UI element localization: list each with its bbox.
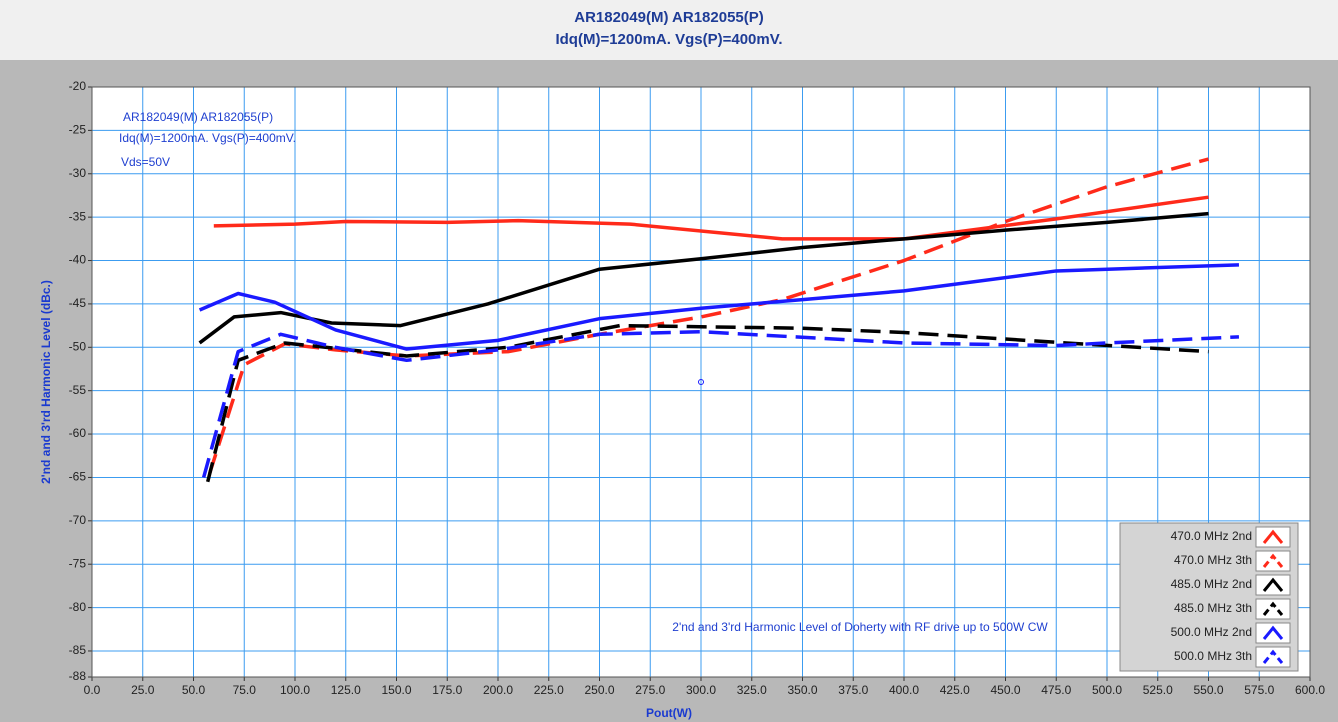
y-tick-label: -40	[69, 253, 87, 267]
legend-label: 470.0 MHz 3th	[1174, 553, 1252, 567]
y-tick-label: -35	[69, 209, 87, 223]
x-tick-label: 300.0	[686, 683, 716, 697]
series-line	[206, 323, 1209, 483]
x-tick-label: 25.0	[131, 683, 155, 697]
legend-label: 500.0 MHz 3th	[1174, 649, 1252, 663]
x-tick-label: 275.0	[635, 683, 665, 697]
x-tick-label: 425.0	[940, 683, 970, 697]
x-tick-label: 75.0	[233, 683, 257, 697]
x-tick-label: 125.0	[331, 683, 361, 697]
x-tick-label: 475.0	[1041, 683, 1071, 697]
x-tick-label: 100.0	[280, 683, 310, 697]
legend-icon	[1262, 577, 1284, 592]
legend-label: 485.0 MHz 2nd	[1171, 577, 1252, 591]
legend-label: 485.0 MHz 3th	[1174, 601, 1252, 615]
x-tick-label: 400.0	[889, 683, 919, 697]
legend-icon	[1262, 553, 1284, 568]
annotation: 2'nd and 3'rd Harmonic Level of Doherty …	[672, 620, 1048, 634]
x-tick-label: 50.0	[182, 683, 206, 697]
plot-border	[91, 86, 1311, 678]
title-bar	[0, 0, 1338, 60]
legend-label: 500.0 MHz 2nd	[1171, 625, 1252, 639]
x-tick-label: 500.0	[1092, 683, 1122, 697]
legend-box	[1119, 522, 1299, 672]
x-tick-label: 350.0	[787, 683, 817, 697]
legend-label: 470.0 MHz 2nd	[1171, 529, 1252, 543]
y-tick-label: -55	[69, 383, 87, 397]
y-tick-label: -50	[69, 339, 87, 353]
series-line	[213, 195, 1209, 241]
y-tick-label: -60	[69, 426, 87, 440]
x-tick-label: 150.0	[381, 683, 411, 697]
legend-icon	[1262, 601, 1284, 616]
series-line	[198, 263, 1240, 351]
y-tick-label: -25	[69, 123, 87, 137]
y-tick-label: -70	[69, 513, 87, 527]
x-tick-label: 575.0	[1244, 683, 1274, 697]
y-axis-label: 2'nd and 3'rd Harmonic Level (dBc.)	[39, 280, 53, 484]
legend-icon	[1262, 625, 1284, 640]
y-tick-label: -85	[69, 643, 87, 657]
x-tick-label: 250.0	[584, 683, 614, 697]
x-tick-label: 550.0	[1193, 683, 1223, 697]
annotation: Idq(M)=1200mA. Vgs(P)=400mV.	[119, 131, 296, 145]
y-tick-label: -80	[69, 600, 87, 614]
x-tick-label: 325.0	[737, 683, 767, 697]
series-line	[201, 329, 1240, 478]
annotation: Vds=50V	[121, 155, 170, 169]
y-tick-label: -75	[69, 556, 87, 570]
x-tick-label: 600.0	[1295, 683, 1325, 697]
legend-icon	[1262, 529, 1284, 544]
x-tick-label: 0.0	[84, 683, 101, 697]
series-line	[198, 211, 1209, 345]
legend-icon	[1262, 649, 1284, 664]
annotation: AR182049(M) AR182055(P)	[123, 110, 273, 124]
chart-subtitle: Idq(M)=1200mA. Vgs(P)=400mV.	[555, 31, 782, 48]
chart-title: AR182049(M) AR182055(P)	[574, 9, 764, 26]
y-tick-label: -45	[69, 296, 87, 310]
x-tick-label: 175.0	[432, 683, 462, 697]
x-tick-label: 450.0	[990, 683, 1020, 697]
y-tick-label: -30	[69, 166, 87, 180]
y-tick-label: -20	[69, 79, 87, 93]
y-tick-label: -88	[69, 669, 87, 683]
x-axis-label: Pout(W)	[646, 706, 692, 720]
y-tick-label: -65	[69, 470, 87, 484]
x-tick-label: 375.0	[838, 683, 868, 697]
x-tick-label: 525.0	[1143, 683, 1173, 697]
x-tick-label: 200.0	[483, 683, 513, 697]
x-tick-label: 225.0	[534, 683, 564, 697]
cursor-point	[698, 379, 704, 385]
